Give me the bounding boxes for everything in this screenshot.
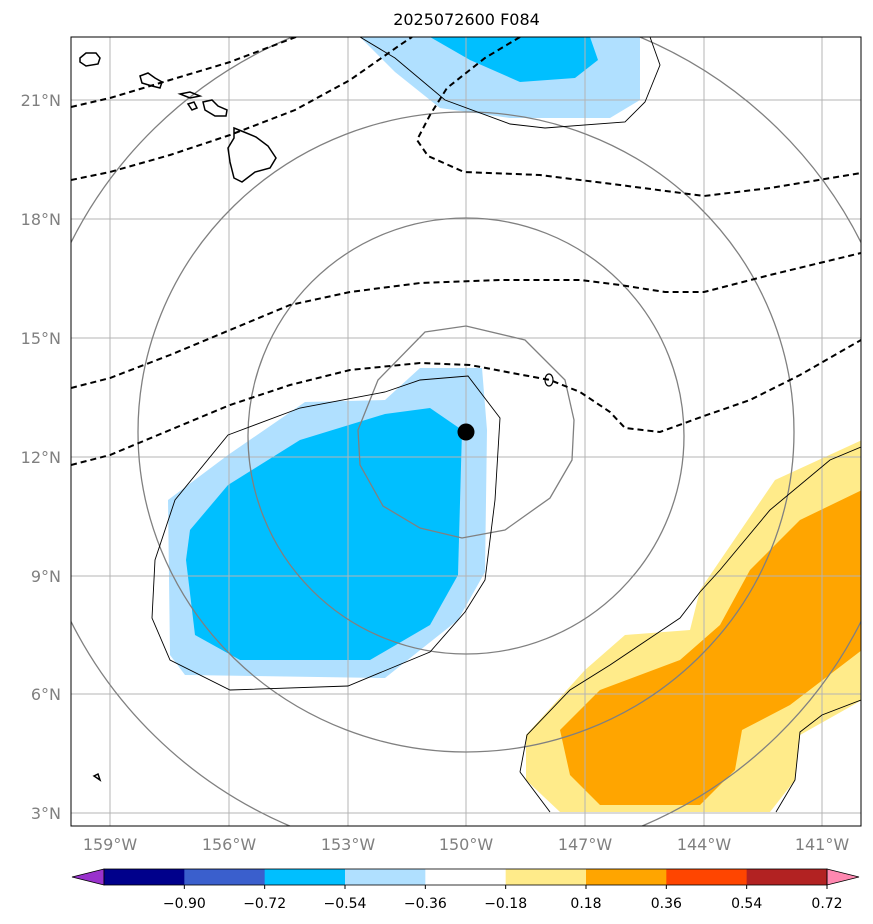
colorbar-tick-label: −0.72 bbox=[243, 896, 286, 912]
colorbar-tick-label: −0.54 bbox=[324, 896, 367, 912]
colorbar-segment bbox=[586, 869, 667, 885]
colorbar-tick-label: 0.36 bbox=[651, 896, 682, 912]
lon-label: 153°W bbox=[321, 835, 376, 854]
colorbar-tick-label: −0.36 bbox=[404, 896, 447, 912]
lat-label: 6°N bbox=[31, 685, 61, 704]
storm-center-marker bbox=[457, 423, 475, 441]
colorbar-segment bbox=[184, 869, 266, 885]
longitude-labels: 159°W 156°W 153°W 150°W 147°W 144°W 141°… bbox=[83, 835, 850, 854]
colorbar-segment bbox=[345, 869, 426, 885]
colorbar-extend-low bbox=[71, 868, 105, 886]
colorbar-segment bbox=[264, 869, 346, 885]
colorbar-segment bbox=[666, 869, 748, 885]
lon-label: 156°W bbox=[202, 835, 257, 854]
colorbar-segment bbox=[104, 869, 185, 885]
colorbar-segment bbox=[425, 869, 507, 885]
colorbar-tick-label: 0.72 bbox=[811, 896, 842, 912]
colorbar-tick-label: −0.18 bbox=[484, 896, 527, 912]
positive-anomaly-southeast bbox=[526, 440, 861, 812]
dashed-contours bbox=[71, 37, 861, 466]
lon-label: 141°W bbox=[795, 835, 850, 854]
lon-label: 150°W bbox=[439, 835, 494, 854]
colorbar-tick-label: 0.54 bbox=[731, 896, 762, 912]
colorbar-tick-label: 0.18 bbox=[570, 896, 601, 912]
lat-label: 9°N bbox=[31, 567, 61, 586]
map-title: 2025072600 F084 bbox=[393, 10, 540, 29]
lon-label: 144°W bbox=[677, 835, 732, 854]
lat-label: 21°N bbox=[21, 91, 61, 110]
closed-contour-loop bbox=[544, 373, 554, 387]
colorbar-frame bbox=[103, 868, 828, 886]
negative-anomaly-west bbox=[168, 368, 487, 678]
pressure-contours bbox=[71, 37, 861, 826]
lat-label: 15°N bbox=[21, 329, 61, 348]
lon-label: 147°W bbox=[558, 835, 613, 854]
graticule bbox=[71, 37, 861, 826]
anomaly-outline-contours bbox=[151, 37, 861, 813]
coastlines bbox=[79, 52, 277, 782]
colorbar-segment bbox=[746, 869, 828, 885]
negative-anomaly-north bbox=[360, 37, 640, 118]
colorbar: −0.90 −0.72 −0.54 −0.36 −0.18 0.18 0.36 0.54 0.7… bbox=[71, 868, 860, 912]
lat-label: 3°N bbox=[31, 804, 61, 823]
colorbar-tick-label: −0.90 bbox=[163, 896, 206, 912]
colorbar-segment bbox=[505, 869, 587, 885]
colorbar-extend-high bbox=[826, 868, 860, 886]
lon-label: 159°W bbox=[83, 835, 138, 854]
lat-label: 12°N bbox=[21, 448, 61, 467]
map-frame bbox=[70, 36, 862, 827]
lat-label: 18°N bbox=[21, 210, 61, 229]
latitude-labels: 21°N 18°N 15°N 12°N 9°N 6°N 3°N bbox=[21, 91, 61, 823]
